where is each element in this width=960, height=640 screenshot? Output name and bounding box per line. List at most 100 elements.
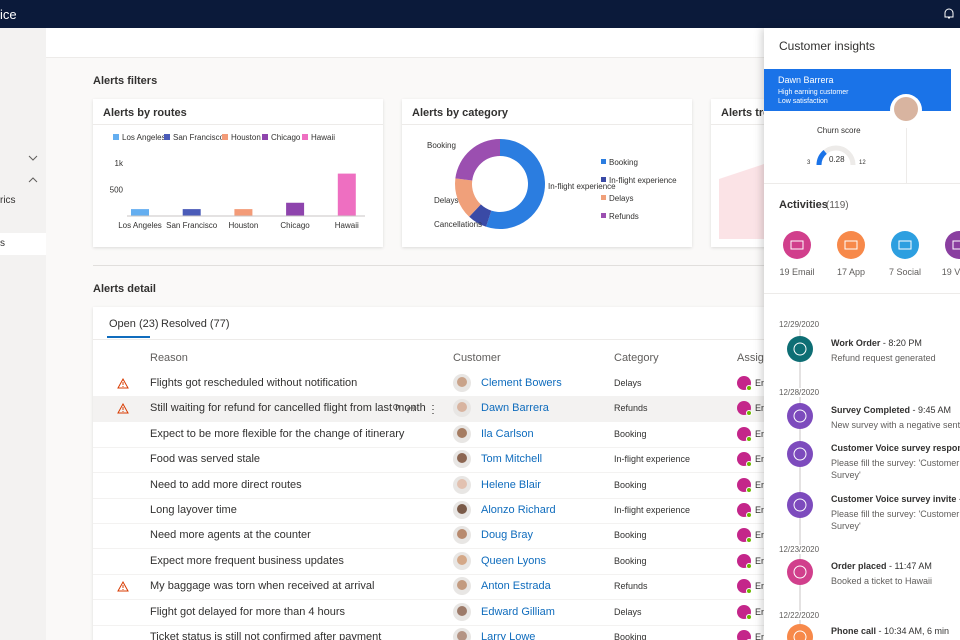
tab[interactable]: Resolved (77): [161, 318, 230, 330]
card-title: Alerts by category: [412, 107, 508, 119]
x-tick-label: Houston: [229, 221, 259, 230]
bar: [337, 173, 356, 216]
nav-item: rics: [0, 195, 16, 206]
timeline-date: 12/23/2020: [779, 545, 820, 554]
table-row[interactable]: Food was served stale Tom Mitchell In-flig…: [93, 447, 793, 474]
customer-name[interactable]: Helene Blair: [481, 478, 541, 491]
avatar-face: [457, 402, 467, 413]
customer-name[interactable]: Edward Gilliam: [481, 605, 555, 618]
assignee-avatar: [737, 426, 752, 442]
legend-swatch: [222, 134, 228, 140]
table-row[interactable]: Expect to be more flexible for the chang…: [93, 422, 793, 448]
bell-icon: [944, 8, 954, 19]
icon-glyph: [793, 565, 807, 579]
table-row[interactable]: Flights got rescheduled without notifica…: [93, 371, 793, 397]
table-row[interactable]: Flight got delayed for more than 4 hours…: [93, 600, 793, 626]
avatar: [453, 628, 471, 640]
reason: Expect more frequent business updates: [150, 554, 344, 567]
row-actions: [393, 404, 434, 415]
churn-gauge: [816, 145, 856, 166]
channel-label[interactable]: 17 App: [836, 267, 866, 277]
timeline-line: [799, 328, 801, 640]
legend-label: Refunds: [609, 212, 639, 221]
timeline-text: Please fill the survey: 'Customer Sat: [831, 458, 960, 468]
customer-name: Dawn Barrera: [778, 75, 834, 85]
avatar-face: [457, 529, 467, 540]
assignee-avatar: [737, 376, 752, 391]
legend-swatch: [601, 213, 606, 218]
donut-segment: [455, 178, 481, 217]
icon-bg: [787, 403, 813, 429]
timeline-heading: Order placed - 11:47 AM: [831, 561, 932, 571]
assignee: Em: [755, 581, 769, 592]
column-header: Category: [614, 352, 659, 364]
avatar-face: [457, 377, 467, 387]
warning: [117, 403, 129, 414]
customer-name[interactable]: Anton Estrada: [481, 580, 551, 593]
assignee-avatar: [737, 452, 752, 468]
customer-name[interactable]: Alonzo Richard: [481, 504, 556, 516]
timeline-time: - 9:45 AM: [910, 405, 952, 415]
channel-glyph: [898, 240, 912, 250]
card-divider: [93, 124, 383, 125]
icon-bg: [787, 624, 813, 640]
avatar-face: [457, 453, 467, 464]
assignee-avatar: [737, 553, 752, 569]
avatar-face: [457, 631, 467, 640]
assignee-avatar: [737, 401, 752, 417]
timeline-icon: [787, 336, 813, 362]
customer-name[interactable]: Dawn Barrera: [481, 402, 549, 415]
table-row[interactable]: Need to add more direct routes Helene Bla…: [93, 473, 793, 499]
bar: [286, 202, 305, 216]
avatar: [453, 526, 471, 545]
icon-bg: [787, 559, 813, 585]
table-row[interactable]: My baggage was torn when received at arr…: [93, 574, 793, 601]
icon-glyph: [793, 630, 807, 640]
legend-label: Chicago: [271, 133, 301, 142]
table-row[interactable]: Need more agents at the counter Doug Bray…: [93, 523, 793, 550]
assignee: Em: [755, 530, 769, 541]
table-row[interactable]: Long layover time Alonzo Richard In-flight…: [93, 498, 793, 524]
tab[interactable]: Open (23): [109, 318, 159, 330]
category: Refunds: [614, 581, 648, 592]
assignee-avatar: [737, 503, 752, 518]
legend-swatch: [601, 159, 606, 164]
assignee: Em: [755, 428, 769, 439]
presence: [746, 385, 752, 391]
customer-name[interactable]: Larry Lowe: [481, 631, 536, 640]
avatar: [453, 399, 471, 418]
table-row[interactable]: Still waiting for refund for cancelled f…: [93, 396, 793, 423]
customer-name[interactable]: Queen Lyons: [481, 554, 547, 567]
churn-value: 0.28: [829, 155, 845, 164]
timeline-icon: [787, 492, 813, 518]
reason: Need to add more direct routes: [150, 478, 302, 491]
avatar: [453, 374, 471, 392]
channel-icon: [945, 231, 960, 259]
customer-tag: Low satisfaction: [778, 98, 828, 105]
channel-label[interactable]: 19 Voice: [941, 267, 960, 277]
assignee: Em: [755, 403, 769, 414]
customer-name[interactable]: Tom Mitchell: [481, 453, 543, 466]
reason: Still waiting for refund for cancelled f…: [150, 402, 426, 415]
icon-bg: [787, 492, 813, 518]
card: Alerts by routes: [93, 99, 383, 247]
timeline-time: - 9:2: [956, 494, 960, 504]
assignee: Em: [755, 378, 769, 388]
table-row[interactable]: Expect more frequent business updates Que…: [93, 549, 793, 575]
customer-name[interactable]: Doug Bray: [481, 529, 533, 542]
customer-name[interactable]: Clement Bowers: [481, 377, 562, 389]
channel-label[interactable]: 19 Email: [779, 267, 815, 277]
table-row[interactable]: Ticket status is still not confirmed aft…: [93, 625, 793, 640]
avatar: [453, 450, 471, 469]
legend-swatch: [302, 134, 308, 140]
segment-label: Cancellations: [434, 220, 482, 229]
segment-label: Delays: [434, 196, 458, 205]
avatar: [453, 551, 471, 570]
category: Booking: [614, 479, 647, 490]
customer-name[interactable]: Ila Carlson: [481, 427, 534, 440]
channel-label[interactable]: 7 Social: [888, 267, 922, 277]
assignee-avatar: [737, 528, 752, 544]
avatar: [453, 424, 471, 443]
presence: [746, 410, 752, 417]
bar: [182, 209, 201, 216]
